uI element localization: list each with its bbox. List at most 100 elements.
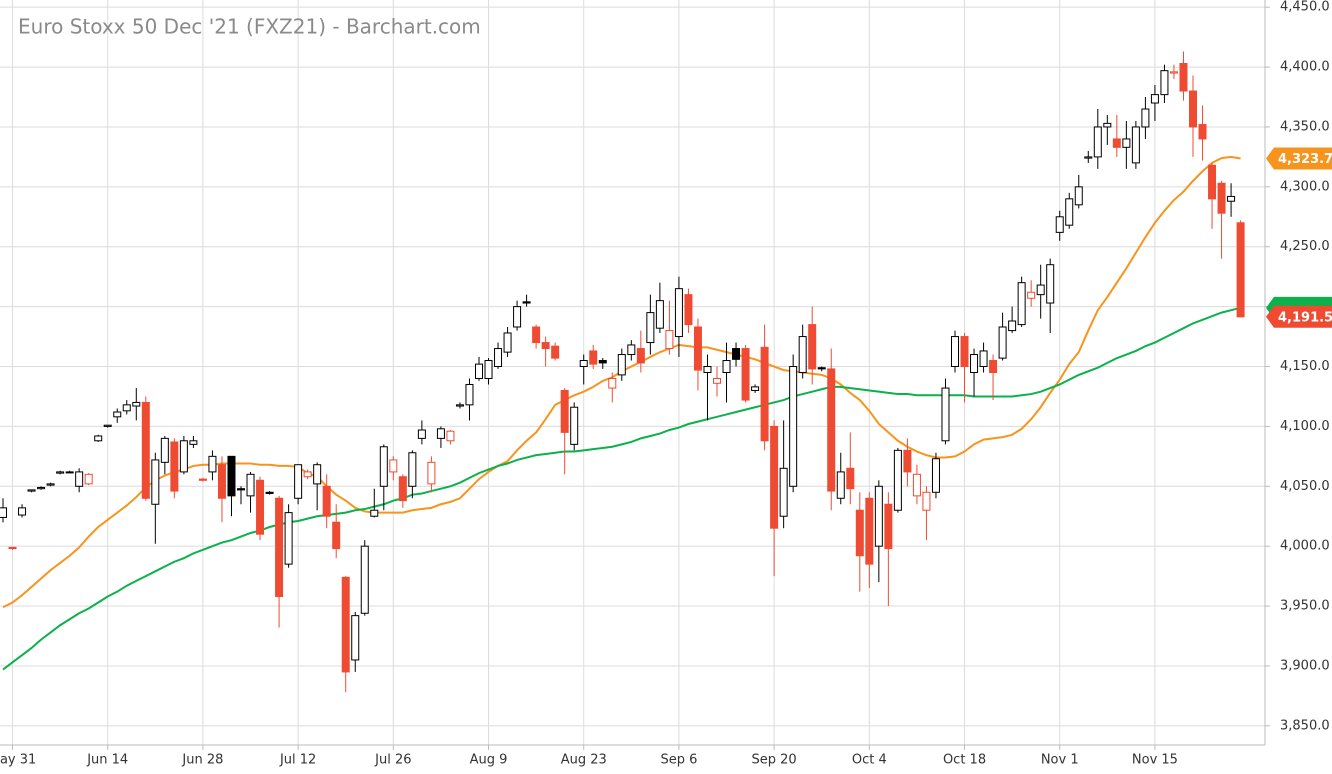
candle-body (370, 509, 379, 517)
candle-body (494, 348, 503, 368)
candle-body (141, 401, 150, 499)
candle-body (808, 324, 817, 370)
candle-body (341, 576, 350, 673)
candle-body (1084, 156, 1093, 159)
candle-body (770, 425, 779, 529)
y-tick-label: 4,400.0 (1280, 60, 1330, 75)
candle-body (303, 471, 312, 478)
candle-body (1122, 138, 1131, 148)
candle-body (608, 377, 617, 389)
candle-body (1055, 216, 1064, 233)
candle-body (179, 440, 188, 473)
candle-body (636, 348, 645, 364)
candle-body (1017, 282, 1026, 326)
candle-body (1208, 164, 1217, 200)
x-tick-label: Nov 1 (1041, 753, 1079, 768)
candle-body (56, 471, 65, 474)
candle-body (513, 306, 522, 328)
candle-body (827, 368, 836, 492)
candle-body (598, 360, 607, 364)
candle-body (37, 486, 46, 490)
grid (0, 0, 1265, 745)
candle-body (684, 294, 693, 326)
y-tick-label: 3,850.0 (1280, 718, 1330, 733)
candle-body (1198, 124, 1207, 140)
y-tick-label: 4,300.0 (1280, 179, 1330, 194)
candle-body (94, 435, 103, 442)
moving-average-line (2, 306, 1241, 671)
y-tick-label: 4,100.0 (1280, 419, 1330, 434)
candle-body (275, 497, 284, 597)
candle-body (1074, 186, 1083, 206)
candle-body (436, 428, 445, 439)
candle-body (8, 546, 17, 550)
candle-body (560, 389, 569, 433)
candle-body (1103, 122, 1112, 128)
candle-body (970, 354, 979, 373)
candle-body (846, 467, 855, 490)
candle-body (874, 485, 883, 547)
candle-body (922, 491, 931, 511)
candle-body (246, 473, 255, 497)
candle-body (84, 473, 93, 485)
candle-body (570, 406, 579, 445)
candle-body (551, 345, 560, 359)
price-tag (1266, 147, 1332, 170)
candle-body (1169, 71, 1178, 74)
y-tick-label: 4,450.0 (1280, 0, 1330, 15)
candle-body (265, 491, 274, 494)
candle-body (455, 404, 464, 407)
candle-body (1027, 291, 1036, 299)
candle-body (665, 330, 674, 350)
candle-body (65, 471, 74, 474)
candle-body (655, 300, 664, 329)
y-tick-label: 4,150.0 (1280, 359, 1330, 374)
x-tick-label: Sep 6 (660, 753, 697, 768)
candle-body (1036, 284, 1045, 296)
candle-body (751, 386, 760, 391)
y-tick-label: 4,250.0 (1280, 239, 1330, 254)
candle-body (198, 478, 207, 481)
candle-body (532, 326, 541, 344)
candle-body (217, 464, 226, 499)
candle-body (1131, 126, 1140, 164)
candle-body (427, 461, 436, 485)
candle-body (256, 479, 265, 535)
candle-body (789, 366, 798, 487)
candle-body (741, 348, 750, 401)
candle-body (332, 521, 341, 550)
candle-body (1112, 138, 1121, 148)
candle-body (941, 387, 950, 442)
candle-body (1065, 198, 1074, 226)
candle-body (713, 377, 721, 384)
y-tick-label: 4,050.0 (1280, 479, 1330, 494)
x-tick-label: Jul 26 (374, 753, 411, 768)
candle-body (693, 326, 702, 371)
candle-body (627, 344, 636, 356)
x-tick-label: May 31 (0, 753, 36, 768)
chart-title: Euro Stoxx 50 Dec '21 (FXZ21) - Barchart… (18, 15, 481, 39)
candle-body (1141, 108, 1150, 128)
candle-body (884, 503, 893, 550)
candle-body (503, 332, 512, 353)
candle-body (589, 350, 598, 365)
candle-body (160, 437, 169, 463)
x-tick-label: Oct 18 (943, 753, 986, 768)
x-tick-label: Jul 12 (279, 753, 316, 768)
candle-body (0, 507, 7, 518)
candle-body (732, 348, 741, 360)
candle-body (893, 449, 902, 511)
x-tick-label: Oct 4 (852, 753, 887, 768)
candle-body (322, 485, 331, 517)
candle-body (27, 489, 36, 492)
candle-body (360, 545, 369, 614)
candle-body (284, 512, 293, 565)
candle-body (227, 455, 236, 497)
candle-body (46, 483, 55, 486)
candle-body (408, 452, 417, 487)
candle-body (189, 440, 198, 445)
candle-body (208, 455, 217, 473)
candle-body (1227, 195, 1236, 202)
candle-body (722, 360, 731, 374)
